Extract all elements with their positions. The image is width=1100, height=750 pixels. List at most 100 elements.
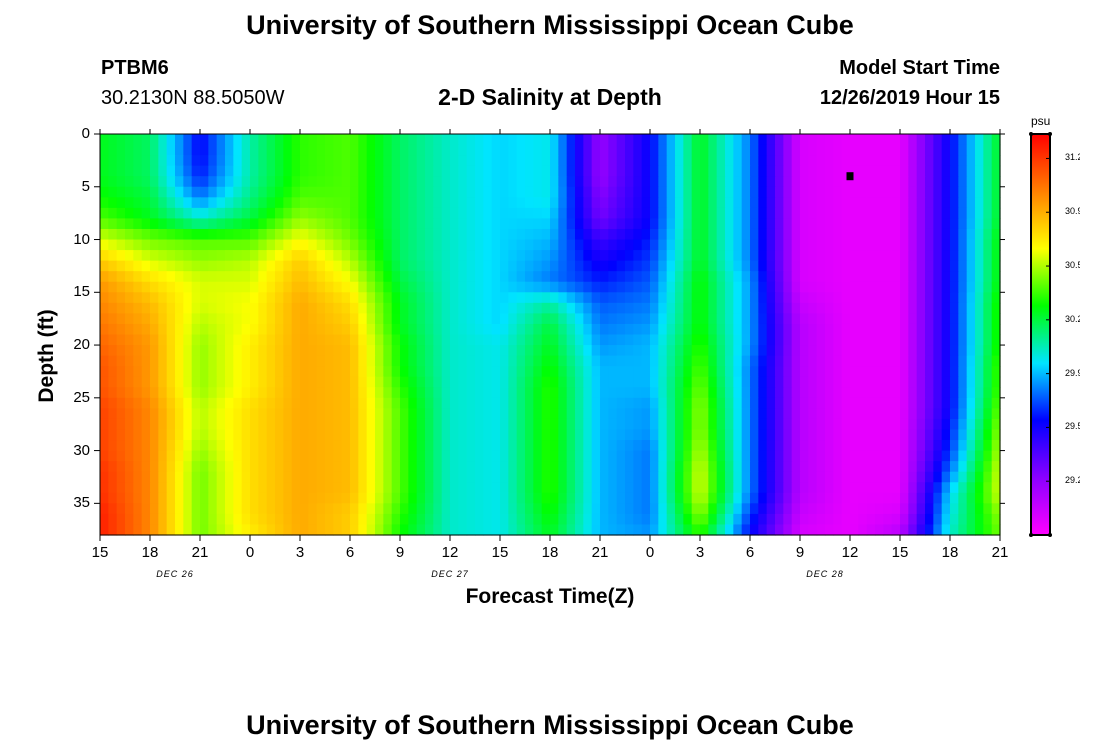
heatmap-cell — [550, 408, 559, 420]
x-tick-label: 21 — [991, 544, 1009, 561]
heatmap-cell — [116, 134, 126, 146]
heatmap-cell — [900, 197, 909, 209]
heatmap-cell — [825, 239, 834, 251]
heatmap-cell — [100, 440, 109, 452]
heatmap-cell — [150, 461, 159, 473]
heatmap-cell — [775, 313, 784, 325]
heatmap-cell — [425, 207, 434, 220]
heatmap-cell — [441, 471, 451, 483]
heatmap-cell — [758, 239, 768, 251]
heatmap-cell — [416, 334, 426, 346]
heatmap-cell — [133, 355, 143, 367]
heatmap-cell — [666, 302, 676, 314]
heatmap-cell — [300, 355, 309, 367]
heatmap-cell — [775, 471, 784, 483]
heatmap-cell — [975, 271, 984, 283]
heatmap-cell — [816, 345, 826, 357]
heatmap-cell — [400, 134, 409, 146]
heatmap-cell — [966, 482, 976, 494]
heatmap-cell — [933, 313, 943, 325]
heatmap-cell — [466, 503, 476, 515]
heatmap-cell — [433, 155, 443, 167]
heatmap-cell — [416, 292, 426, 304]
heatmap-cell — [966, 207, 976, 220]
heatmap-cell — [475, 345, 484, 357]
heatmap-cell — [975, 134, 984, 146]
heatmap-cell — [916, 334, 926, 346]
heatmap-cell — [150, 397, 159, 409]
heatmap-cell — [991, 482, 1001, 494]
heatmap-cell — [241, 482, 251, 494]
heatmap-cell — [516, 387, 526, 399]
heatmap-cell — [408, 429, 418, 441]
heatmap-cell — [758, 418, 768, 431]
heatmap-cell — [958, 492, 968, 504]
heatmap-cell — [475, 418, 484, 431]
heatmap-cell — [258, 218, 268, 230]
heatmap-cell — [558, 323, 568, 336]
heatmap-cell — [108, 197, 118, 209]
heatmap-cell — [158, 292, 168, 304]
heatmap-cell — [933, 144, 943, 156]
heatmap-cell — [975, 418, 984, 431]
heatmap-cell — [833, 482, 843, 494]
heatmap-cell — [958, 482, 968, 494]
heatmap-cell — [925, 408, 934, 420]
heatmap-cell — [316, 397, 326, 409]
heatmap-cell — [441, 218, 451, 230]
heatmap-cell — [791, 376, 801, 388]
heatmap-cell — [925, 313, 934, 325]
heatmap-cell — [141, 218, 151, 230]
heatmap-cell — [950, 376, 959, 388]
heatmap-cell — [575, 207, 584, 220]
heatmap-cell — [483, 355, 493, 367]
heatmap-cell — [650, 176, 659, 188]
heatmap-cell — [291, 207, 301, 220]
heatmap-cell — [483, 408, 493, 420]
heatmap-cell — [500, 461, 509, 473]
heatmap-cell — [658, 429, 668, 441]
heatmap-cell — [458, 260, 468, 272]
heatmap-cell — [216, 197, 226, 209]
heatmap-cell — [175, 197, 184, 209]
heatmap-cell — [558, 513, 568, 526]
heatmap-cell — [683, 461, 693, 473]
heatmap-cell — [366, 450, 376, 462]
heatmap-cell — [791, 207, 801, 220]
heatmap-cell — [841, 239, 851, 251]
heatmap-cell — [108, 461, 118, 473]
heatmap-cell — [858, 482, 868, 494]
heatmap-cell — [375, 186, 384, 198]
heatmap-cell — [841, 313, 851, 325]
heatmap-cell — [666, 461, 676, 473]
heatmap-cell — [708, 144, 718, 156]
colorbar-tick-label: 29.90625 — [1065, 367, 1080, 378]
heatmap-cell — [525, 440, 534, 452]
heatmap-cell — [866, 429, 876, 441]
heatmap-cell — [275, 397, 284, 409]
heatmap-cell — [700, 366, 709, 378]
x-tick-label: 0 — [645, 544, 655, 561]
heatmap-cell — [258, 292, 268, 304]
data-marker — [846, 172, 854, 181]
heatmap-cell — [808, 207, 818, 220]
heatmap-cell — [925, 524, 934, 536]
heatmap-cell — [691, 228, 701, 241]
heatmap-cell — [433, 429, 443, 441]
heatmap-cell — [916, 492, 926, 504]
heatmap-cell — [683, 218, 693, 230]
heatmap-cell — [608, 429, 618, 441]
heatmap-cell — [983, 239, 993, 251]
heatmap-cell — [800, 271, 809, 283]
heatmap-cell — [216, 260, 226, 272]
heatmap-cell — [783, 513, 793, 526]
heatmap-cell — [758, 228, 768, 241]
heatmap-cell — [850, 387, 859, 399]
heatmap-cell — [666, 271, 676, 283]
heatmap-cell — [500, 366, 509, 378]
heatmap-cell — [283, 524, 293, 536]
heatmap-cell — [550, 376, 559, 388]
heatmap-cell — [575, 334, 584, 346]
heatmap-cell — [566, 176, 576, 188]
heatmap-cell — [516, 271, 526, 283]
